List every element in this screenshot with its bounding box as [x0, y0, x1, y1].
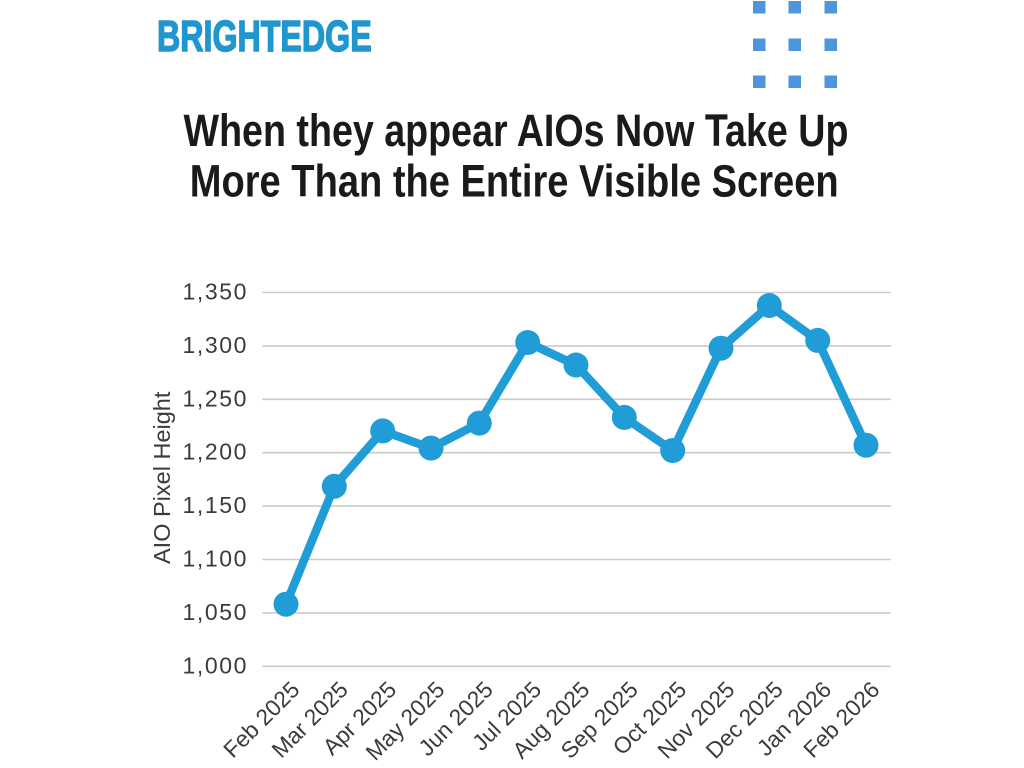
svg-text:1,300: 1,300 [182, 332, 248, 358]
svg-text:1,100: 1,100 [182, 546, 248, 572]
svg-text:1,200: 1,200 [182, 439, 248, 465]
svg-text:1,000: 1,000 [182, 652, 248, 678]
svg-text:1,050: 1,050 [182, 599, 248, 625]
svg-text:When they appear AIOs Now Take: When they appear AIOs Now Take Up [184, 105, 849, 156]
svg-text:1,150: 1,150 [182, 492, 248, 518]
svg-text:More Than the Entire Visible S: More Than the Entire Visible Screen [190, 155, 839, 206]
svg-text:1,350: 1,350 [182, 279, 248, 305]
svg-text:BRIGHTEDGE: BRIGHTEDGE [157, 12, 372, 61]
svg-text:1,250: 1,250 [182, 385, 248, 411]
svg-text:AIO Pixel Height: AIO Pixel Height [149, 391, 175, 564]
